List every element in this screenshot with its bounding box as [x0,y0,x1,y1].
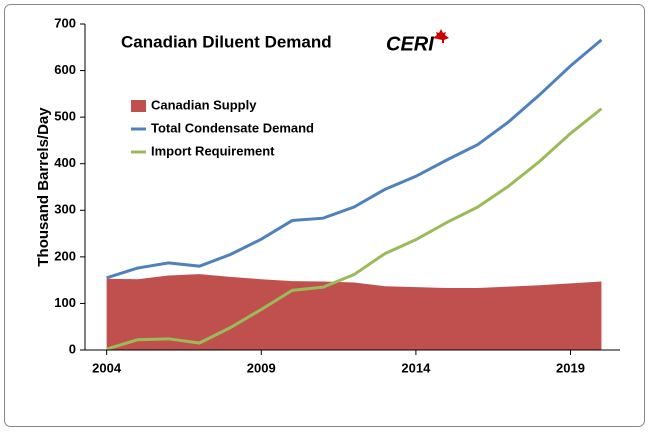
legend-swatch [131,100,146,112]
chart-title: Canadian Diluent Demand [121,32,332,51]
y-tick-label: 500 [54,109,76,124]
legend-label: Import Requirement [151,143,275,158]
y-tick-label: 300 [54,202,76,217]
x-tick-label: 2014 [401,360,431,375]
line [106,107,603,351]
x-tick-label: 2019 [556,360,585,375]
y-tick-label: 400 [54,155,76,170]
y-tick-label: 600 [54,62,76,77]
legend-label: Total Condensate Demand [151,120,314,135]
y-axis-label: Thousand Barrels/Day [35,107,52,267]
legend-label: Canadian Supply [151,97,257,112]
y-tick-label: 0 [69,341,76,356]
line [106,38,603,280]
x-tick-label: 2004 [92,360,122,375]
y-tick-label: 700 [54,15,76,30]
x-tick-label: 2009 [247,360,276,375]
logo-leaf [433,29,449,43]
logo: CERI [386,33,434,55]
y-tick-label: 100 [54,295,76,310]
y-tick-label: 200 [54,248,76,263]
area [106,274,602,350]
